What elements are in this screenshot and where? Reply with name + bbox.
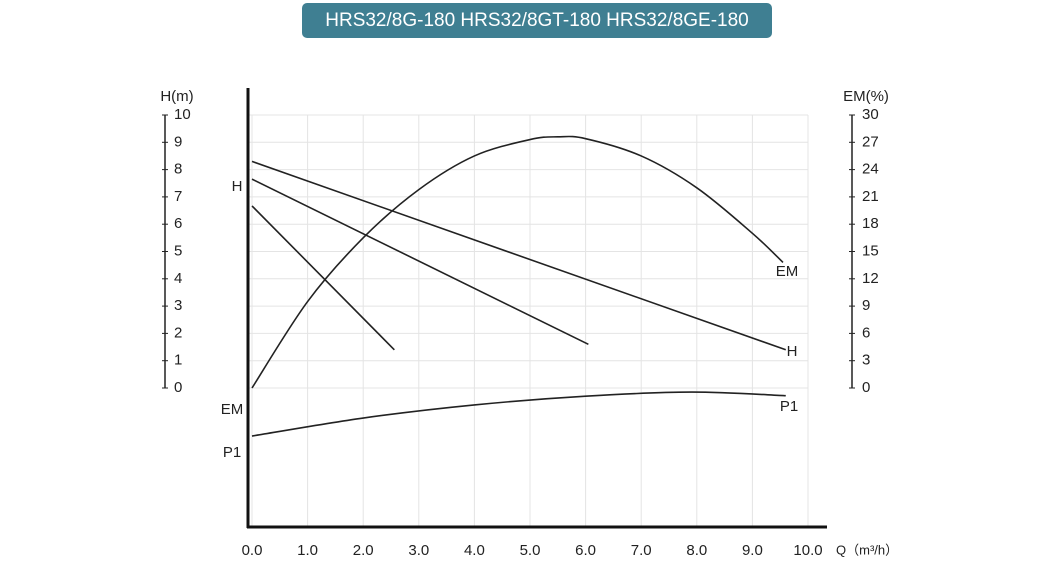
y2-axis-label: EM(%) (843, 88, 889, 105)
y2-tick-label: 24 (862, 161, 879, 178)
x-tick-label: 4.0 (464, 542, 485, 559)
y2-tick-label: 6 (862, 324, 870, 341)
y2-tick-label: 0 (862, 379, 870, 396)
y-tick-label: 7 (174, 188, 182, 205)
curve-label: H (232, 178, 243, 195)
y2-tick-label: 30 (862, 106, 879, 123)
curve-label: P1 (780, 398, 798, 415)
curve-label: EM (776, 263, 799, 280)
x-tick-label: 6.0 (575, 542, 596, 559)
y-tick-label: 9 (174, 133, 182, 150)
y-tick-label: 1 (174, 352, 182, 369)
curve (251, 135, 784, 389)
y-tick-label: 6 (174, 215, 182, 232)
x-tick-label: 1.0 (297, 542, 318, 559)
x-tick-label: 9.0 (742, 542, 763, 559)
x-tick-label: 8.0 (686, 542, 707, 559)
x-tick-label: 0.0 (242, 542, 263, 559)
curve (251, 178, 589, 346)
y-axis-label: H(m) (160, 88, 193, 105)
y2-tick-label: 3 (862, 352, 870, 369)
y-tick-label: 5 (174, 242, 182, 259)
y-tick-label: 4 (174, 270, 182, 287)
curve-label: H (787, 343, 798, 360)
y2-tick-label: 9 (862, 297, 870, 314)
title-box (302, 3, 772, 38)
y-tick-label: 10 (174, 106, 191, 123)
y-tick-label: 0 (174, 379, 182, 396)
y-tick-label: 2 (174, 324, 182, 341)
y2-tick-label: 18 (862, 215, 879, 232)
curve-label: EM (221, 401, 244, 418)
curve (251, 391, 786, 437)
y-tick-label: 8 (174, 161, 182, 178)
x-axis-label: Q（m³/h） (836, 542, 898, 557)
x-tick-label: 10.0 (793, 542, 822, 559)
x-tick-label: 5.0 (520, 542, 541, 559)
y2-tick-label: 21 (862, 188, 879, 205)
y-tick-label: 3 (174, 297, 182, 314)
y2-tick-label: 27 (862, 133, 879, 150)
y2-tick-label: 12 (862, 270, 879, 287)
curve (251, 205, 395, 351)
chart-title: HRS32/8G-180 HRS32/8GT-180 HRS32/8GE-180 (325, 10, 749, 31)
y2-tick-label: 15 (862, 242, 879, 259)
x-tick-label: 3.0 (408, 542, 429, 559)
curve-label: P1 (223, 444, 241, 461)
x-tick-label: 7.0 (631, 542, 652, 559)
curve (251, 160, 787, 351)
x-tick-label: 2.0 (353, 542, 374, 559)
